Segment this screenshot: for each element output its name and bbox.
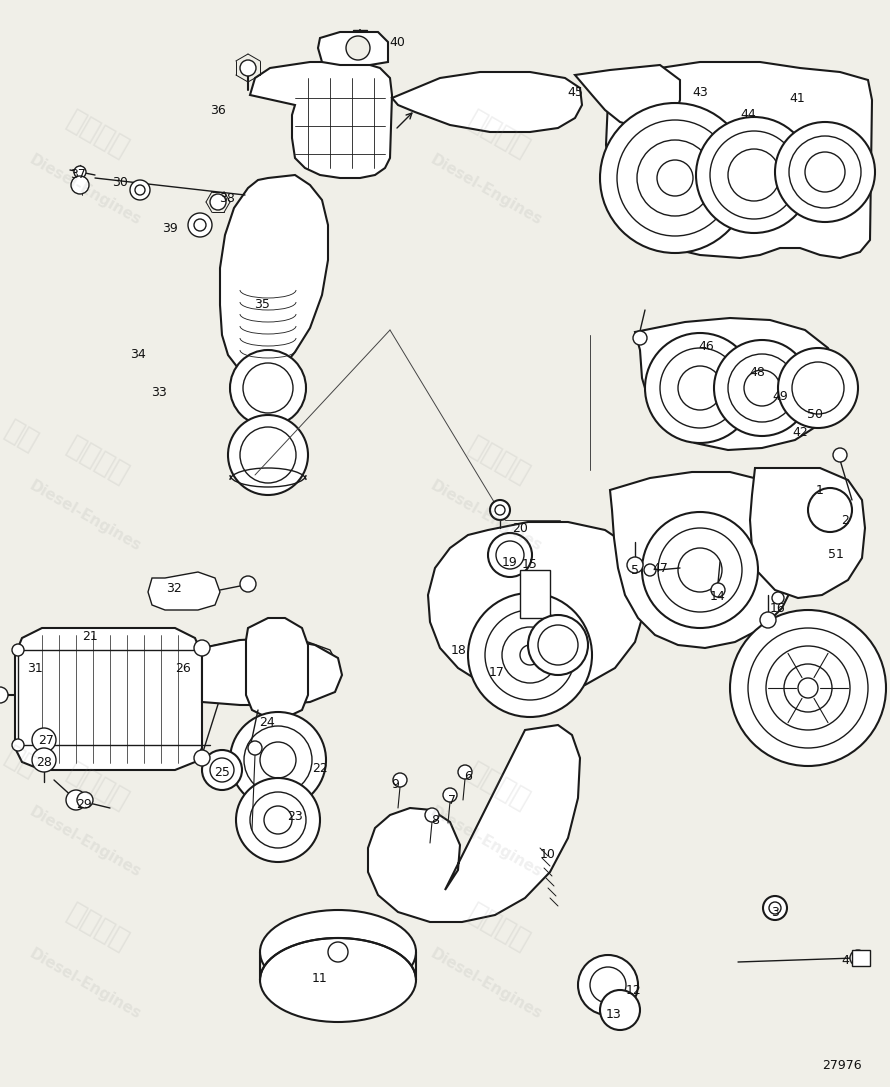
Polygon shape	[392, 72, 582, 132]
Text: Diesel-Engines: Diesel-Engines	[427, 152, 544, 228]
Text: 12: 12	[627, 984, 642, 997]
Text: 紫发动力: 紫发动力	[463, 899, 534, 957]
Polygon shape	[428, 522, 645, 692]
Circle shape	[194, 750, 210, 766]
Circle shape	[658, 528, 742, 612]
Text: 20: 20	[512, 522, 528, 535]
Polygon shape	[520, 570, 550, 619]
Text: 6: 6	[464, 771, 472, 784]
Circle shape	[528, 615, 588, 675]
Text: 8: 8	[431, 813, 439, 826]
Text: 22: 22	[312, 762, 328, 775]
Text: 43: 43	[692, 86, 708, 99]
Circle shape	[194, 218, 206, 232]
Polygon shape	[610, 472, 800, 648]
Text: 紫发动力: 紫发动力	[62, 105, 134, 163]
Circle shape	[243, 363, 293, 413]
Circle shape	[346, 36, 370, 60]
Circle shape	[393, 773, 407, 787]
Circle shape	[202, 750, 242, 790]
Text: 40: 40	[389, 36, 405, 49]
Circle shape	[240, 427, 296, 483]
Circle shape	[778, 348, 858, 428]
Polygon shape	[852, 950, 870, 966]
Circle shape	[250, 792, 306, 848]
Text: 36: 36	[210, 103, 226, 116]
Text: 34: 34	[130, 348, 146, 361]
Circle shape	[784, 664, 832, 712]
Text: 26: 26	[175, 662, 190, 675]
Text: 11: 11	[312, 972, 328, 985]
Polygon shape	[202, 638, 342, 705]
Circle shape	[240, 60, 256, 76]
Circle shape	[644, 564, 656, 576]
Text: 25: 25	[214, 766, 230, 779]
Text: 30: 30	[112, 175, 128, 188]
Circle shape	[210, 758, 234, 782]
Circle shape	[194, 640, 210, 655]
Circle shape	[488, 533, 532, 577]
Circle shape	[637, 140, 713, 216]
Text: Diesel-Engines: Diesel-Engines	[27, 478, 143, 554]
Text: 动力: 动力	[0, 741, 43, 783]
Circle shape	[520, 645, 540, 665]
Text: 7: 7	[448, 794, 456, 807]
Circle shape	[230, 712, 326, 808]
Circle shape	[833, 448, 847, 462]
Circle shape	[789, 136, 861, 208]
Circle shape	[728, 149, 780, 201]
Polygon shape	[15, 628, 202, 770]
Text: 28: 28	[36, 757, 52, 770]
Text: 13: 13	[606, 1009, 622, 1022]
Text: 50: 50	[807, 409, 823, 422]
Ellipse shape	[260, 938, 416, 1022]
Circle shape	[642, 512, 758, 628]
Text: 47: 47	[652, 562, 668, 575]
Text: 39: 39	[162, 222, 178, 235]
Circle shape	[458, 765, 472, 779]
Text: 紫发动力: 紫发动力	[62, 758, 134, 815]
Text: 9: 9	[391, 778, 399, 791]
Circle shape	[710, 132, 798, 218]
Text: 33: 33	[151, 386, 167, 399]
Circle shape	[696, 117, 812, 233]
Polygon shape	[750, 468, 865, 598]
Circle shape	[74, 166, 86, 178]
Text: 5: 5	[631, 563, 639, 576]
Circle shape	[850, 950, 866, 966]
Circle shape	[805, 152, 845, 192]
Circle shape	[645, 333, 755, 443]
Text: 32: 32	[166, 582, 182, 595]
Text: 37: 37	[70, 168, 86, 182]
Text: Diesel-Engines: Diesel-Engines	[427, 478, 544, 554]
Text: 48: 48	[749, 365, 765, 378]
Circle shape	[760, 612, 776, 628]
Text: Diesel-Engines: Diesel-Engines	[27, 946, 143, 1022]
Text: 2: 2	[841, 513, 849, 526]
Circle shape	[228, 415, 308, 495]
Circle shape	[769, 902, 781, 914]
Circle shape	[264, 805, 292, 834]
Text: 24: 24	[259, 715, 275, 728]
Circle shape	[260, 742, 296, 778]
Text: 35: 35	[254, 299, 270, 312]
Circle shape	[633, 332, 647, 345]
Text: Diesel-Engines: Diesel-Engines	[27, 152, 143, 228]
Text: 紫发动力: 紫发动力	[463, 105, 534, 163]
Polygon shape	[575, 65, 680, 128]
Polygon shape	[148, 572, 220, 610]
Text: 紫发动力: 紫发动力	[463, 758, 534, 815]
Polygon shape	[635, 318, 838, 450]
Polygon shape	[220, 175, 328, 375]
Text: 38: 38	[219, 191, 235, 204]
Circle shape	[792, 362, 844, 414]
Circle shape	[502, 627, 558, 683]
Circle shape	[678, 366, 722, 410]
Text: Diesel-Engines: Diesel-Engines	[27, 804, 143, 880]
Circle shape	[728, 354, 796, 422]
Text: 动力: 动力	[0, 415, 43, 457]
Text: 49: 49	[773, 389, 788, 402]
Circle shape	[660, 348, 740, 428]
Circle shape	[188, 213, 212, 237]
